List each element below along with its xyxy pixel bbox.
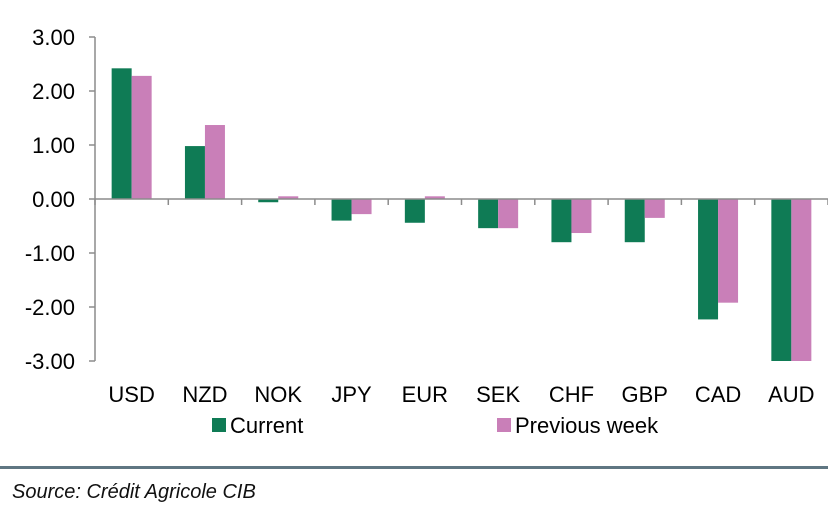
bar-previous-week-gbp [644, 199, 665, 218]
bar-current-cad [698, 199, 719, 320]
bar-current-eur [404, 199, 425, 223]
y-tick-label: 0.00 [32, 187, 75, 212]
x-tick-label-cad: CAD [695, 382, 741, 407]
y-tick-label: 2.00 [32, 79, 75, 104]
bar-current-gbp [624, 199, 645, 243]
x-tick-label-jpy: JPY [331, 382, 372, 407]
bar-current-jpy [331, 199, 352, 221]
x-tick-label-gbp: GBP [622, 382, 668, 407]
x-tick-label-chf: CHF [549, 382, 594, 407]
x-tick-label-sek: SEK [476, 382, 520, 407]
bar-current-chf [551, 199, 572, 243]
bar-previous-week-nzd [204, 125, 225, 199]
bar-previous-week-chf [571, 199, 592, 234]
legend-swatch-current [212, 418, 226, 432]
footer-divider [0, 466, 828, 469]
legend: Current Previous week [212, 413, 659, 438]
bar-previous-week-nok [278, 196, 299, 199]
y-tick-label: -3.00 [25, 349, 75, 374]
y-tick-label: 1.00 [32, 133, 75, 158]
y-tick-label: 3.00 [32, 25, 75, 50]
y-axis: 3.00 2.00 1.00 0.00 -1.00 -2.00 -3.00 [25, 25, 96, 374]
y-tick-label: -2.00 [25, 295, 75, 320]
bar-current-nzd [184, 146, 205, 199]
x-tick-label-eur: EUR [402, 382, 448, 407]
bar-previous-week-usd [131, 75, 152, 199]
bar-current-aud [771, 199, 792, 361]
bar-previous-week-cad [718, 199, 739, 303]
legend-swatch-previous-week [497, 418, 511, 432]
bars [111, 68, 812, 361]
bar-previous-week-sek [498, 199, 519, 229]
x-tick-label-nzd: NZD [182, 382, 227, 407]
bar-previous-week-jpy [351, 199, 372, 215]
x-tick-label-nok: NOK [254, 382, 302, 407]
bar-chart: 3.00 2.00 1.00 0.00 -1.00 -2.00 -3.00 USD NZD NO… [25, 25, 828, 438]
bar-current-usd [111, 68, 132, 199]
bar-previous-week-aud [791, 199, 812, 361]
x-tick-label-aud: AUD [768, 382, 814, 407]
y-tick-label: -1.00 [25, 241, 75, 266]
legend-label-previous-week: Previous week [515, 413, 659, 438]
bar-previous-week-eur [424, 196, 445, 199]
x-axis: USD NZD NOK JPY EUR SEK CHF GBP CAD AUD [94, 198, 828, 407]
legend-label-current: Current [230, 413, 303, 438]
x-tick-label-usd: USD [108, 382, 154, 407]
source-note: Source: Crédit Agricole CIB [12, 481, 256, 503]
bar-current-nok [258, 199, 279, 203]
bar-current-sek [478, 199, 499, 229]
